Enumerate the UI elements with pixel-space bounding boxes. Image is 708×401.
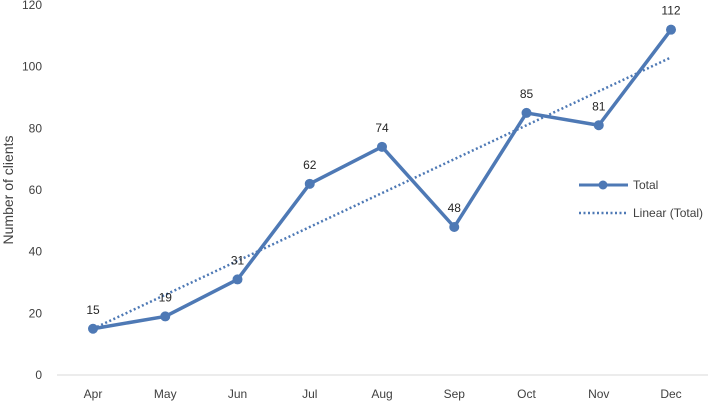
legend-total-marker <box>598 180 608 190</box>
data-label: 19 <box>159 290 173 304</box>
series-total-point <box>232 274 243 285</box>
y-tick-label: 60 <box>29 183 43 197</box>
series-total-point <box>521 107 532 118</box>
x-tick-label: Sep <box>444 387 466 401</box>
series-total-point <box>449 222 460 232</box>
data-label: 31 <box>231 253 245 267</box>
y-tick-label: 20 <box>29 306 43 320</box>
x-tick-label: May <box>154 387 177 401</box>
x-tick-label: Aug <box>371 387 392 401</box>
legend-trend-label: Linear (Total) <box>633 206 703 220</box>
x-tick-label: Dec <box>660 387 681 401</box>
series-total-point <box>377 141 387 152</box>
data-labels-group: 15 19 31 62 74 48 85 81 112 <box>86 4 681 317</box>
y-axis-title-group: Number of clients <box>0 136 16 245</box>
trendline-group <box>92 56 672 330</box>
data-label: 85 <box>520 87 534 101</box>
x-tick-label: Jul <box>302 387 317 401</box>
series-total-point <box>160 311 171 322</box>
series-total-point <box>304 178 315 189</box>
legend: Total Linear (Total) <box>579 178 703 220</box>
y-tick-label: 80 <box>29 121 43 135</box>
y-tick-label: 100 <box>22 60 42 74</box>
data-label: 74 <box>375 121 389 135</box>
x-tick-label: Apr <box>84 387 103 401</box>
trendline-linear-total <box>92 56 672 330</box>
y-tick-label: 40 <box>29 245 43 259</box>
series-total-line <box>92 28 673 331</box>
x-tick-label: Jun <box>228 387 247 401</box>
data-label: 81 <box>592 99 606 113</box>
series-total-point <box>593 120 604 131</box>
x-tick-label: Nov <box>588 387 609 401</box>
y-axis-tick-labels: 0 20 40 60 80 100 120 <box>22 0 42 382</box>
series-total-group <box>88 24 676 334</box>
y-axis-title: Number of clients <box>0 136 16 245</box>
data-label: 48 <box>448 201 462 215</box>
data-label: 15 <box>86 303 100 317</box>
x-axis-tick-labels: Apr May Jun Jul Aug Sep Oct Nov Dec <box>84 387 682 401</box>
legend-total-label: Total <box>633 178 658 192</box>
series-total-point <box>666 24 676 35</box>
y-tick-label: 120 <box>22 0 42 12</box>
series-total-point <box>88 323 98 334</box>
data-label: 62 <box>303 158 317 172</box>
x-tick-label: Oct <box>517 387 536 401</box>
y-tick-label: 0 <box>35 368 42 382</box>
data-label: 112 <box>661 4 680 18</box>
